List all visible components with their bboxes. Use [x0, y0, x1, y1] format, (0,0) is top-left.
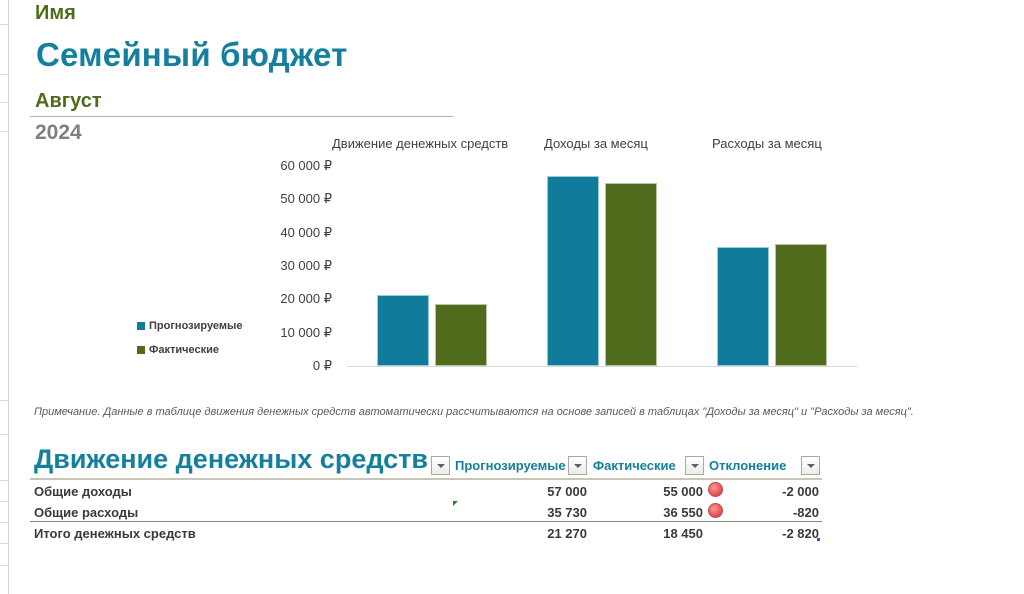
row-divider [0, 74, 8, 75]
bar-forecast-0[interactable] [377, 295, 429, 366]
y-axis-tick: 60 000 ₽ [280, 158, 332, 173]
row-divider [0, 400, 8, 401]
y-axis-tick: 30 000 ₽ [280, 258, 332, 273]
table-title-header[interactable]: Движение денежных средств [34, 444, 428, 474]
cell-deviation-expenses[interactable]: -820 [792, 505, 819, 520]
row-label-income[interactable]: Общие доходы [34, 484, 132, 499]
cell-deviation-total[interactable]: -2 820 [782, 526, 819, 541]
row-divider [0, 434, 8, 435]
cell-forecast-total[interactable]: 21 270 [547, 526, 587, 541]
row-divider [0, 522, 8, 523]
category-label-expenses: Расходы за месяц [712, 136, 822, 151]
error-indicator-icon [453, 501, 458, 506]
row-label-total[interactable]: Итого денежных средств [34, 526, 196, 541]
column-header-forecast[interactable]: Прогнозируемые [455, 458, 566, 473]
x-axis-line [347, 366, 857, 367]
y-axis-tick: 0 ₽ [312, 358, 332, 373]
bar-forecast-1[interactable] [547, 176, 599, 366]
legend-label-actual: Фактические [149, 344, 220, 356]
bar-actual-2[interactable] [775, 244, 827, 366]
filter-dropdown-button-actual[interactable] [685, 456, 704, 475]
chevron-down-icon [573, 463, 582, 468]
legend-swatch-forecast [137, 322, 145, 330]
row-divider [0, 480, 8, 481]
filter-dropdown-button-title[interactable] [431, 456, 450, 475]
bar-actual-0[interactable] [435, 304, 487, 366]
category-label-cashflow: Движение денежных средств [332, 136, 509, 151]
budget-chart[interactable]: Движение денежных средств Доходы за меся… [0, 0, 1024, 400]
title-divider [30, 116, 453, 117]
filter-dropdown-button-deviation[interactable] [801, 456, 820, 475]
column-header-deviation[interactable]: Отклонение [709, 458, 787, 473]
red-circle-indicator-icon [708, 503, 723, 518]
total-divider [30, 521, 822, 522]
y-axis-tick: 40 000 ₽ [280, 225, 332, 240]
note-text[interactable]: Примечание. Данные в таблице движения де… [34, 406, 914, 418]
filter-dropdown-button-forecast[interactable] [568, 456, 587, 475]
legend-swatch-actual [137, 346, 145, 354]
cell-actual-total[interactable]: 18 450 [663, 526, 703, 541]
chevron-down-icon [690, 463, 699, 468]
y-axis-tick: 50 000 ₽ [280, 191, 332, 206]
row-divider [0, 131, 8, 132]
red-circle-indicator-icon [708, 482, 723, 497]
bar-actual-1[interactable] [605, 183, 657, 366]
row-divider [0, 102, 8, 103]
month-cell[interactable]: Август [35, 90, 102, 112]
row-divider [0, 565, 8, 566]
header-divider [30, 478, 822, 480]
table-resize-handle[interactable] [817, 538, 820, 541]
chevron-down-icon [436, 463, 445, 468]
legend-item-actual[interactable]: Фактические [137, 344, 219, 356]
row-label-expenses[interactable]: Общие расходы [34, 505, 139, 520]
legend-item-forecast[interactable]: Прогнозируемые [137, 320, 243, 332]
y-axis-tick: 20 000 ₽ [280, 291, 332, 306]
y-axis-tick: 10 000 ₽ [280, 325, 332, 340]
cell-actual-income[interactable]: 55 000 [663, 484, 703, 499]
legend-label-forecast: Прогнозируемые [149, 320, 243, 332]
page-title[interactable]: Семейный бюджет [36, 36, 348, 73]
row-header-strip [0, 0, 9, 594]
name-cell[interactable]: Имя [35, 2, 76, 24]
column-header-actual[interactable]: Фактические [593, 458, 676, 473]
cell-actual-expenses[interactable]: 36 550 [663, 505, 703, 520]
row-divider [0, 543, 8, 544]
row-divider [0, 24, 8, 25]
bar-forecast-2[interactable] [717, 247, 769, 366]
category-label-income: Доходы за месяц [544, 136, 648, 151]
row-divider [0, 501, 8, 502]
cell-forecast-income[interactable]: 57 000 [547, 484, 587, 499]
cell-forecast-expenses[interactable]: 35 730 [547, 505, 587, 520]
chevron-down-icon [806, 463, 815, 468]
year-cell[interactable]: 2024 [35, 121, 82, 144]
cell-deviation-income[interactable]: -2 000 [782, 484, 819, 499]
